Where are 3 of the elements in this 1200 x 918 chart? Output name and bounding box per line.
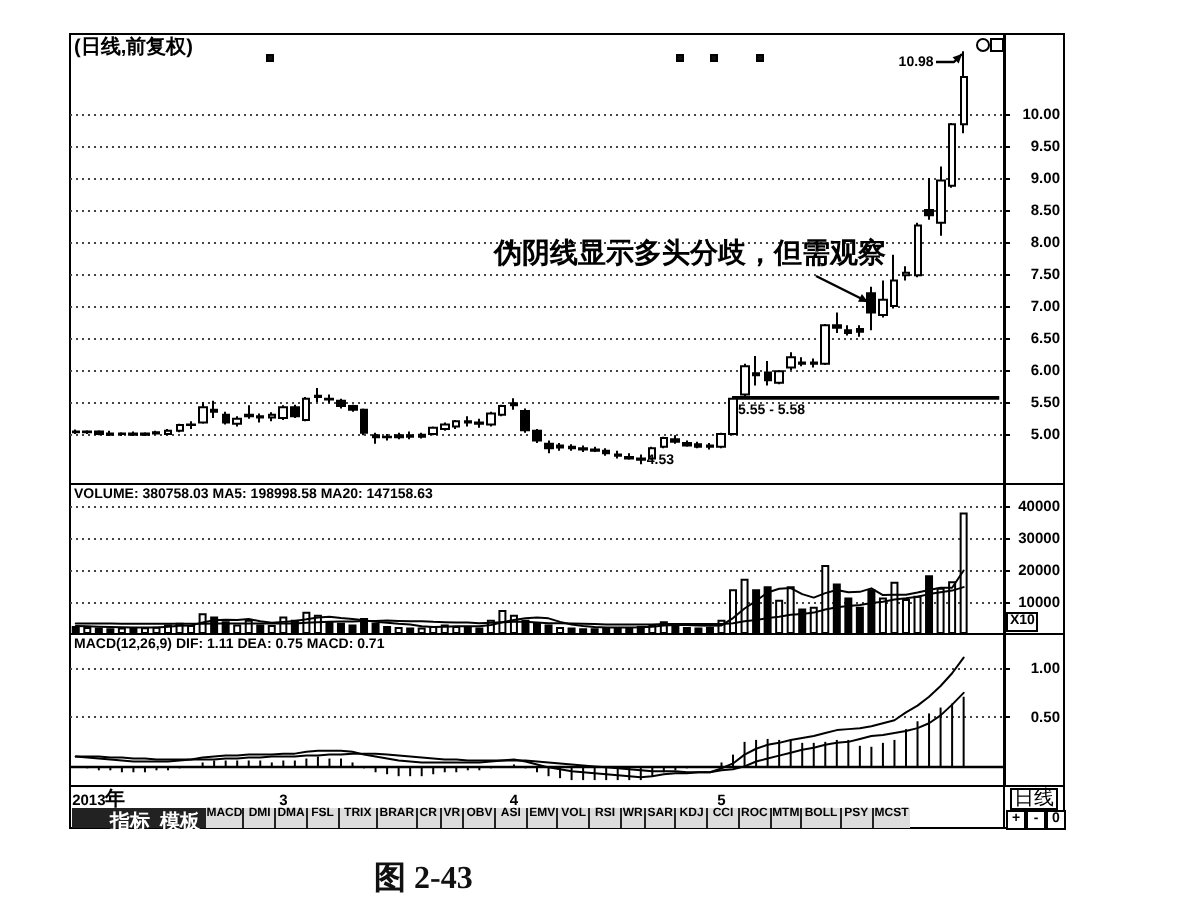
chart-title: (日线,前复权): [74, 35, 193, 59]
caption: 图 2-43: [374, 860, 473, 900]
annotation: 伪阴线显示多头分歧，但需观察: [494, 236, 886, 268]
